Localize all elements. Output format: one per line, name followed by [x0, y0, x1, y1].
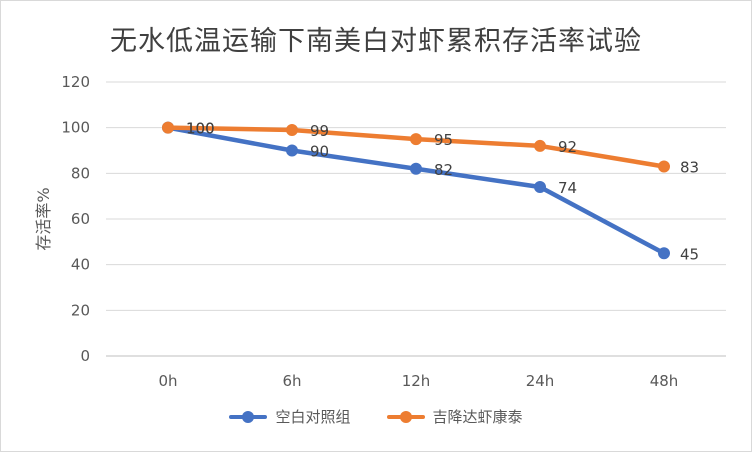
- y-tick-label: 120: [61, 73, 90, 91]
- x-tick-label: 0h: [158, 372, 177, 390]
- y-tick-label: 60: [71, 210, 90, 228]
- y-axis-title: 存活率%: [34, 187, 53, 250]
- y-tick-label: 80: [71, 164, 90, 182]
- series-line-0: [165, 125, 667, 256]
- data-point: [658, 160, 670, 173]
- y-tick-label: 40: [71, 256, 90, 274]
- x-tick-label: 48h: [650, 372, 679, 390]
- x-tick-label: 6h: [282, 372, 301, 390]
- data-label: 74: [558, 179, 577, 197]
- legend-swatch-series-0: [229, 410, 268, 424]
- data-point: [162, 121, 174, 134]
- data-label: 92: [558, 138, 577, 156]
- legend-item-series-1[interactable]: 吉降达虾康泰: [386, 406, 523, 427]
- x-tick-label: 12h: [402, 372, 431, 390]
- data-label: 90: [310, 143, 329, 161]
- data-label: 99: [310, 122, 329, 140]
- legend-swatch-series-1: [386, 410, 425, 424]
- data-label: 100: [186, 120, 215, 138]
- chart-legend: 空白对照组 吉降达虾康泰: [1, 406, 751, 427]
- chart-title: 无水低温运输下南美白对虾累积存活率试验: [110, 26, 642, 57]
- data-point: [658, 247, 670, 260]
- y-tick-label: 20: [71, 301, 90, 319]
- data-label: 45: [680, 245, 699, 263]
- series-1: [162, 121, 670, 173]
- x-tick-label: 24h: [526, 372, 555, 390]
- data-label: 82: [434, 161, 453, 179]
- data-label: 100: [186, 120, 215, 138]
- data-label: 95: [434, 131, 453, 149]
- legend-label-series-0: 空白对照组: [275, 408, 351, 426]
- legend-marker-series-1: [399, 410, 412, 423]
- legend-marker-series-0: [242, 410, 255, 423]
- y-tick-label: 100: [61, 119, 90, 137]
- data-point: [286, 144, 298, 157]
- y-tick-label: 0: [80, 347, 90, 365]
- data-point: [410, 162, 422, 175]
- data-point: [286, 123, 298, 136]
- data-point: [534, 139, 546, 152]
- chart-plot-area: 0 20 40 60 80 100 120 0h 6h 12h 24h 48h 存活率% 100 90 82 7…: [34, 73, 726, 390]
- data-label: 83: [680, 158, 699, 176]
- data-point: [534, 181, 546, 194]
- data-point: [410, 133, 422, 146]
- legend-label-series-1: 吉降达虾康泰: [432, 408, 523, 426]
- legend-item-series-0[interactable]: 空白对照组: [229, 406, 351, 427]
